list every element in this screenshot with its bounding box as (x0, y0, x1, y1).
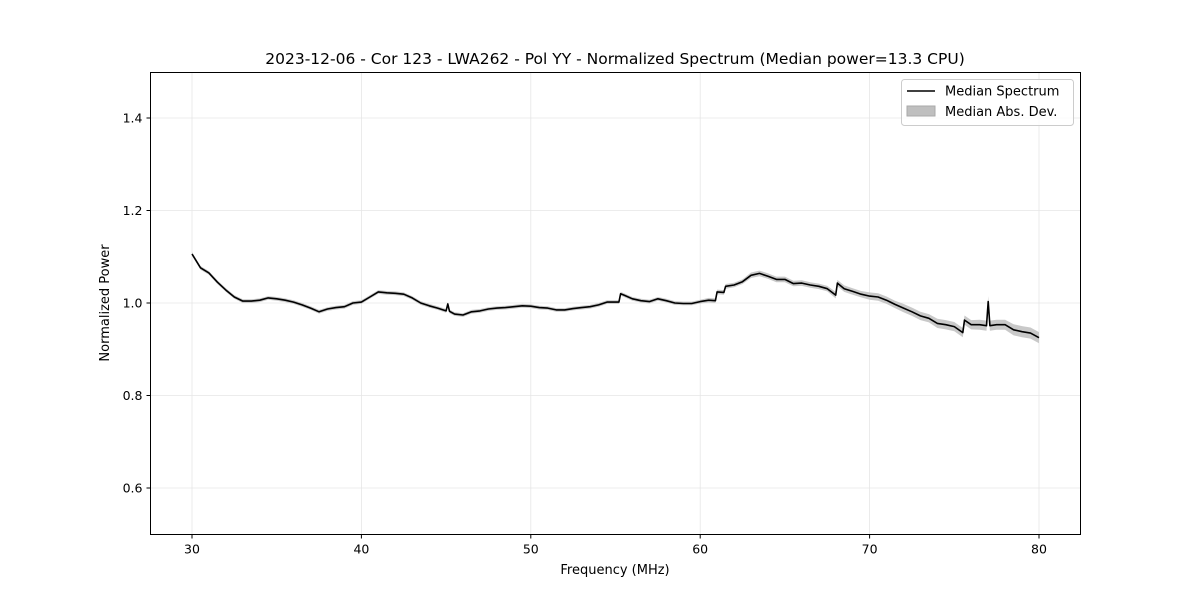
x-axis-label: Frequency (MHz) (560, 563, 669, 578)
legend-label-median-abs-dev: Median Abs. Dev. (945, 105, 1057, 120)
y-axis-ticks: 0.6 0.8 1.0 1.2 1.4 (123, 111, 151, 496)
x-tick-label: 70 (862, 542, 878, 557)
y-tick-label: 1.0 (123, 296, 143, 311)
legend: Median Spectrum Median Abs. Dev. (901, 79, 1074, 126)
x-tick-label: 60 (692, 542, 708, 557)
median-abs-dev-band (192, 252, 1039, 344)
x-tick-label: 80 (1031, 542, 1047, 557)
y-tick-label: 0.8 (123, 388, 143, 403)
y-tick-label: 1.2 (123, 203, 143, 218)
median-spectrum-line (191, 253, 1040, 339)
legend-box (901, 79, 1074, 126)
y-tick-label: 0.6 (123, 481, 143, 496)
x-tick-label: 30 (184, 542, 200, 557)
x-axis-ticks: 30 40 50 60 70 80 (184, 534, 1047, 557)
chart-title: 2023-12-06 - Cor 123 - LWA262 - Pol YY -… (265, 50, 965, 68)
x-tick-label: 50 (523, 542, 539, 557)
legend-label-median-spectrum: Median Spectrum (945, 85, 1059, 100)
y-tick-label: 1.4 (123, 111, 143, 126)
legend-band-swatch (906, 105, 936, 117)
x-tick-label: 40 (353, 542, 369, 557)
y-axis-label: Normalized Power (98, 244, 113, 362)
